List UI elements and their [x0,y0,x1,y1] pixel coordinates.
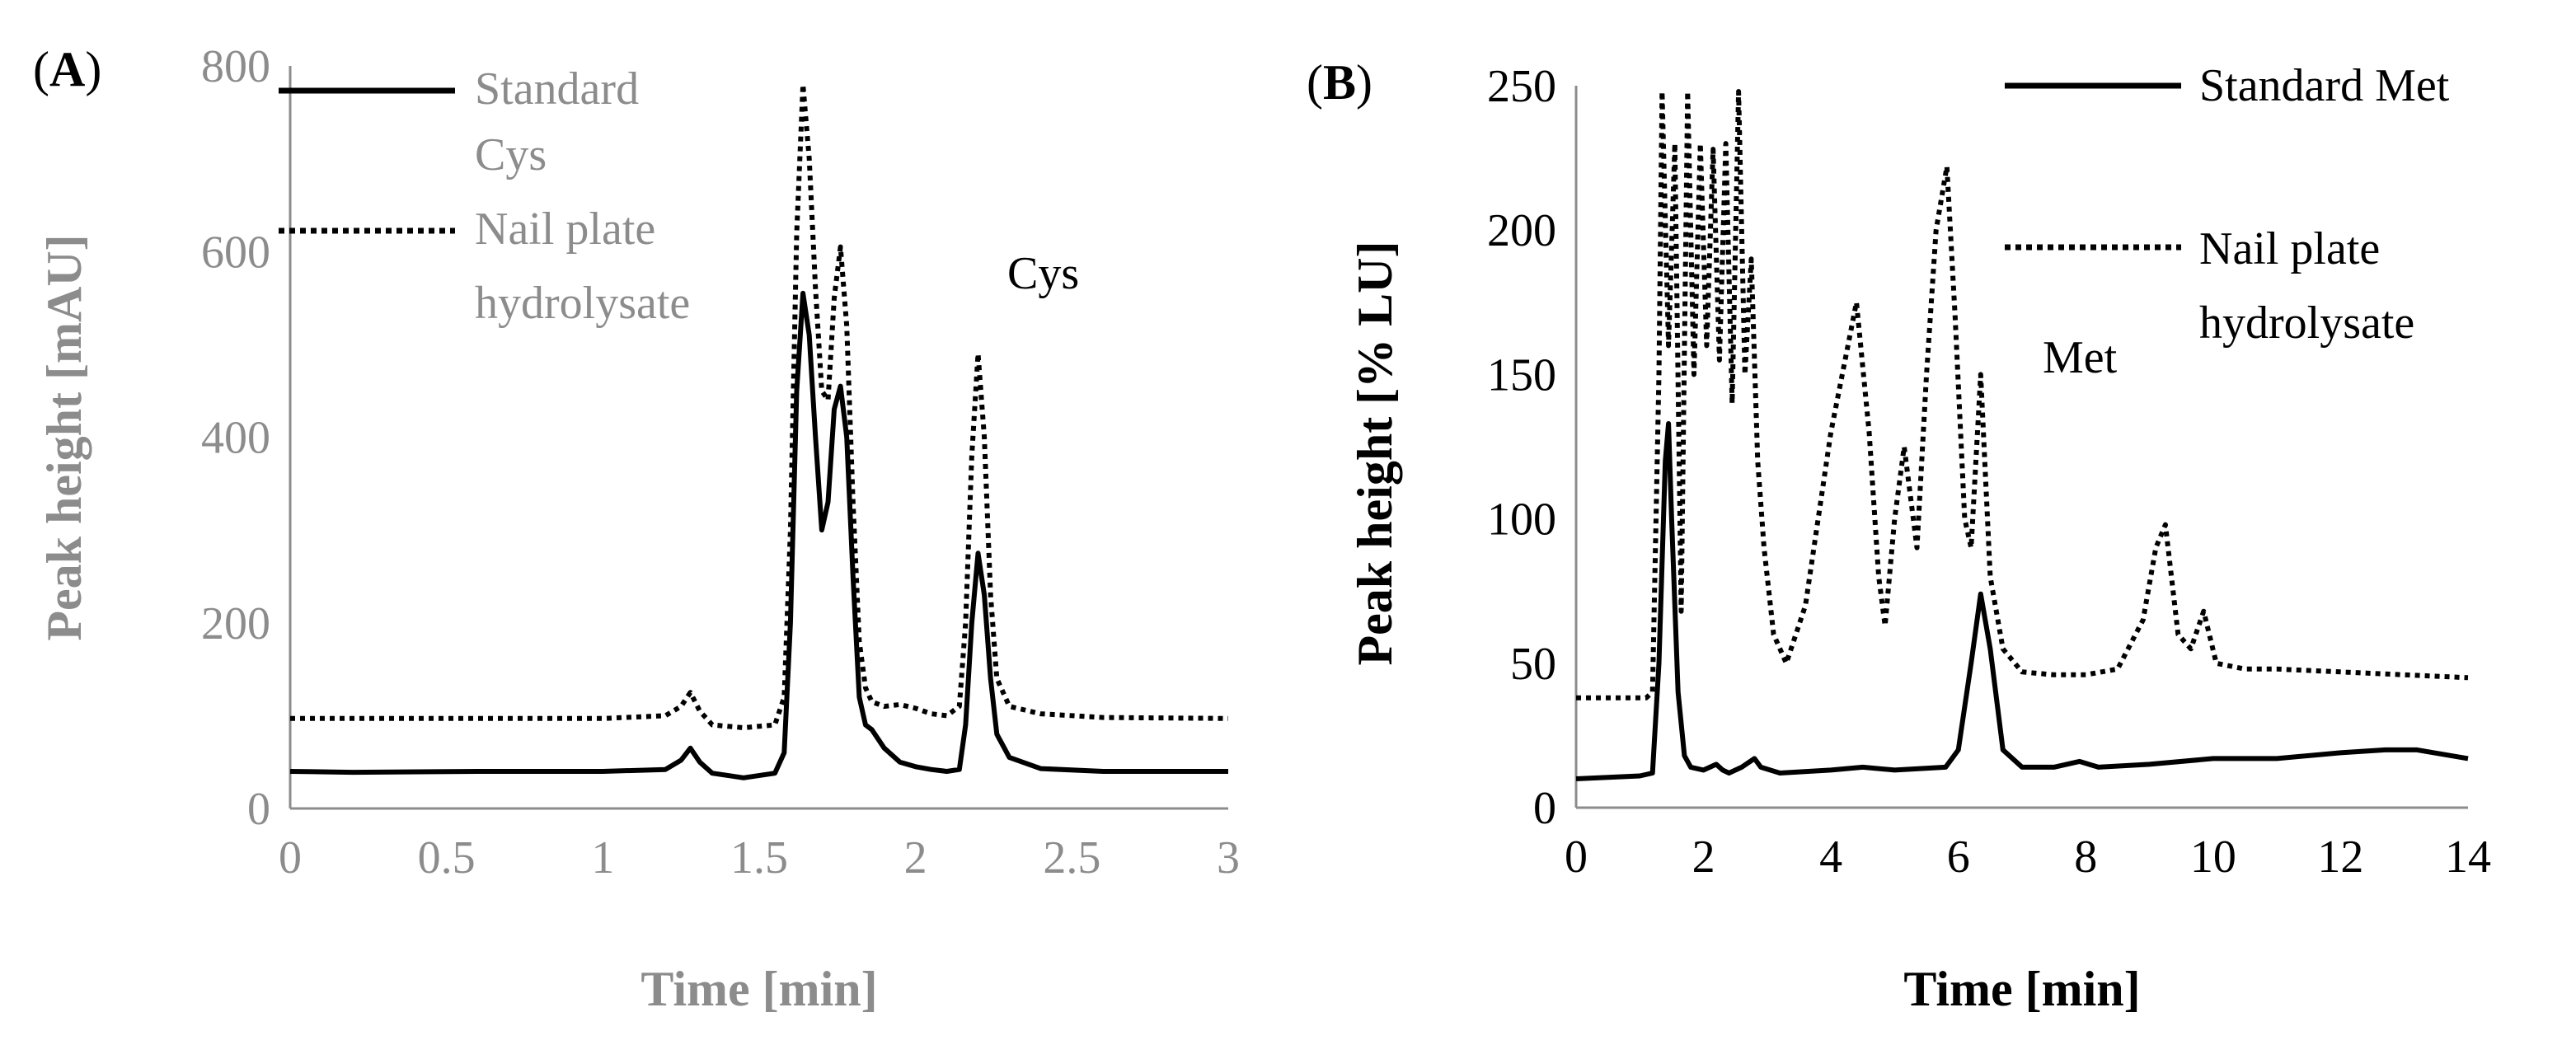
panel-b-x-tick-label: 4 [1819,832,1842,883]
panel-a-legend: Standard Cys Nail plate hydrolysate [279,63,690,329]
legend-a-standard-line2: Cys [475,129,547,180]
panel-b-x-tick-label: 14 [2445,832,2491,883]
panel-b-x-axis-title: Time [min] [1903,962,2140,1016]
panel-b-y-tick-label: 200 [1487,205,1556,256]
panel-a-annotation-cys: Cys [1007,248,1079,299]
panel-b-x-tick-label: 0 [1565,832,1588,883]
panel-a-series [289,82,1229,780]
panel-a-x-axis-title: Time [min] [640,962,877,1016]
panel-b-annotation-met: Met [2043,332,2118,383]
panel-b-y-tick-label: 50 [1510,639,1556,690]
panel-a-y-tick-label: 400 [201,413,270,464]
panel-a-series-standard-line [289,290,1228,780]
panel-a-x-tick-label: 0.5 [418,832,476,883]
panel-a-x-ticks: 0 0.5 1 1.5 2 2.5 3 [279,832,1240,883]
panel-b-y-tick-label: 100 [1487,494,1556,546]
panel-b-y-tick-label: 250 [1487,61,1556,112]
legend-a-nail-line1: Nail plate [475,204,655,255]
panel-b-label: (B) [1307,55,1372,110]
panel-b-x-tick-label: 12 [2317,832,2363,883]
panel-a-x-tick-label: 3 [1217,832,1240,883]
panel-b-x-ticks: 0 2 4 6 8 10 12 14 [1565,832,2491,883]
panel-b-series-nail-plate-hydrolysate-line [1576,89,2469,701]
legend-b-standard-line1: Standard Met [2199,60,2450,111]
legend-a-standard-line1: Standard [475,63,639,115]
panel-b-y-tick-label: 0 [1533,783,1556,834]
panel-b-legend: Standard Met Nail plate hydrolysate [2005,60,2450,349]
panel-b-x-tick-label: 10 [2190,832,2236,883]
panel-b-y-ticks: 0 50 100 150 200 250 [1487,61,1556,834]
panel-a-y-tick-label: 600 [201,227,270,278]
panel-a-label: (A) [33,42,101,96]
panel-a-x-tick-label: 1.5 [730,832,788,883]
panel-b: (B) 0 2 4 6 8 10 12 14 0 50 100 150 200 250 Time [mi… [1307,55,2491,1016]
panel-a-y-ticks: 0 200 400 600 800 [201,41,270,835]
panel-a-y-tick-label: 200 [201,598,270,649]
panel-a-x-tick-label: 1 [591,832,614,883]
panel-a-y-axis-title: Peak height [mAU] [37,234,91,640]
panel-a-x-tick-label: 2.5 [1043,832,1100,883]
legend-b-nail-line2: hydrolysate [2199,298,2414,349]
panel-b-y-axis-title: Peak height [% LU] [1348,241,1402,666]
panel-b-x-tick-label: 8 [2074,832,2097,883]
panel-a-x-tick-label: 0 [279,832,302,883]
panel-a-x-tick-label: 2 [904,832,927,883]
legend-b-nail-line1: Nail plate [2199,223,2380,274]
legend-a-nail-line2: hydrolysate [475,278,690,329]
panel-a-y-tick-label: 800 [201,41,270,92]
panel-a-series-nail-plate-hydrolysate-line [290,82,1229,730]
panel-b-series-standard-line [1575,421,2469,781]
panel-b-x-tick-label: 6 [1947,832,1970,883]
panel-b-x-tick-label: 2 [1692,832,1715,883]
panel-a: (A) 0 0.5 1 1.5 2 2.5 3 0 200 400 600 800 Time [mi… [33,41,1240,1016]
panel-b-series [1575,89,2469,781]
panel-a-y-tick-label: 0 [247,784,270,835]
panel-b-y-tick-label: 150 [1487,349,1556,401]
